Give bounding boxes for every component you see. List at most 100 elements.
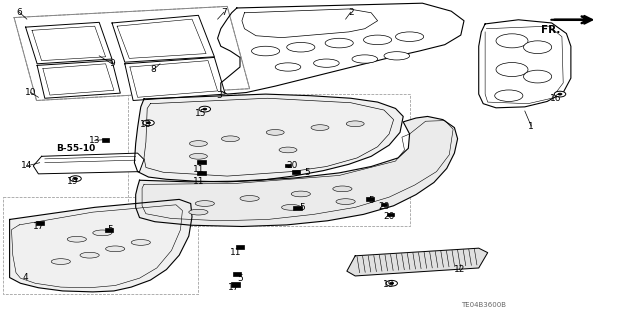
Bar — [102, 138, 109, 142]
Ellipse shape — [364, 35, 392, 45]
Text: 5: 5 — [369, 196, 374, 205]
Text: 19: 19 — [383, 280, 395, 289]
Text: 3: 3 — [216, 91, 221, 100]
Text: 5: 5 — [305, 168, 310, 177]
Circle shape — [554, 91, 566, 97]
Ellipse shape — [131, 240, 150, 245]
Ellipse shape — [495, 90, 523, 101]
Text: 7: 7 — [221, 8, 227, 17]
Text: 5: 5 — [108, 225, 113, 234]
Text: 11: 11 — [230, 248, 241, 257]
Ellipse shape — [252, 46, 280, 56]
Text: B-55-10: B-55-10 — [56, 144, 95, 153]
Polygon shape — [112, 15, 214, 62]
Circle shape — [70, 176, 81, 182]
Ellipse shape — [67, 236, 86, 242]
Ellipse shape — [266, 130, 284, 135]
Text: 15: 15 — [195, 109, 206, 118]
Ellipse shape — [325, 38, 353, 48]
Bar — [366, 197, 374, 202]
Ellipse shape — [384, 52, 410, 60]
Circle shape — [203, 108, 207, 110]
Bar — [3, 197, 198, 294]
Text: 5: 5 — [300, 203, 305, 212]
Polygon shape — [136, 116, 458, 226]
Ellipse shape — [195, 201, 214, 206]
Ellipse shape — [291, 191, 310, 197]
Text: 17: 17 — [33, 222, 44, 231]
Bar — [381, 203, 387, 206]
Text: 20: 20 — [378, 202, 390, 211]
Bar — [293, 206, 302, 210]
Bar — [285, 164, 291, 167]
Ellipse shape — [80, 252, 99, 258]
Bar — [387, 213, 394, 216]
Text: 13: 13 — [89, 136, 100, 145]
Ellipse shape — [314, 59, 339, 67]
Text: 6: 6 — [17, 8, 22, 17]
Bar — [292, 170, 300, 174]
Circle shape — [386, 280, 397, 286]
Polygon shape — [14, 6, 250, 100]
Ellipse shape — [336, 199, 355, 204]
Text: 8: 8 — [151, 65, 156, 74]
Ellipse shape — [189, 209, 208, 215]
Ellipse shape — [352, 55, 378, 63]
Text: 2: 2 — [348, 8, 353, 17]
Polygon shape — [134, 94, 403, 182]
Ellipse shape — [333, 186, 352, 192]
Ellipse shape — [311, 125, 329, 130]
Polygon shape — [37, 61, 120, 98]
Text: FR.: FR. — [541, 25, 560, 35]
Text: 17: 17 — [228, 283, 239, 292]
Ellipse shape — [396, 32, 424, 41]
Polygon shape — [125, 57, 225, 100]
Ellipse shape — [282, 204, 301, 210]
Ellipse shape — [287, 42, 315, 52]
Bar — [232, 283, 240, 287]
Text: 14: 14 — [21, 161, 33, 170]
Circle shape — [558, 93, 562, 95]
Ellipse shape — [221, 136, 239, 142]
Text: 18: 18 — [140, 120, 152, 129]
Bar — [236, 245, 244, 249]
Ellipse shape — [189, 153, 207, 159]
Text: 11: 11 — [193, 177, 204, 186]
Bar — [128, 94, 410, 226]
Ellipse shape — [496, 34, 528, 48]
Ellipse shape — [106, 246, 125, 252]
Polygon shape — [26, 22, 112, 64]
Circle shape — [147, 122, 150, 124]
Circle shape — [143, 120, 154, 126]
Ellipse shape — [275, 63, 301, 71]
Bar — [233, 272, 241, 276]
Ellipse shape — [240, 196, 259, 201]
Text: 16: 16 — [550, 94, 561, 103]
Circle shape — [390, 282, 394, 284]
Ellipse shape — [524, 41, 552, 54]
Polygon shape — [347, 248, 488, 276]
Bar — [197, 171, 206, 175]
Ellipse shape — [346, 121, 364, 127]
Circle shape — [74, 178, 77, 180]
Text: 19: 19 — [67, 177, 78, 186]
Text: 4: 4 — [23, 273, 28, 282]
Polygon shape — [479, 20, 571, 108]
Text: 11: 11 — [193, 165, 204, 174]
Polygon shape — [218, 3, 464, 94]
Ellipse shape — [496, 63, 528, 77]
Circle shape — [199, 106, 211, 112]
Ellipse shape — [279, 147, 297, 153]
Text: 12: 12 — [454, 265, 465, 274]
Bar — [197, 160, 206, 164]
Bar — [36, 221, 44, 226]
Text: 1: 1 — [529, 122, 534, 130]
Text: 9: 9 — [109, 59, 115, 68]
Text: 5: 5 — [237, 274, 243, 283]
Ellipse shape — [93, 230, 112, 236]
Text: 20: 20 — [286, 161, 298, 170]
Text: 20: 20 — [383, 212, 395, 221]
Polygon shape — [10, 199, 192, 292]
Ellipse shape — [524, 70, 552, 83]
Bar — [105, 228, 113, 232]
